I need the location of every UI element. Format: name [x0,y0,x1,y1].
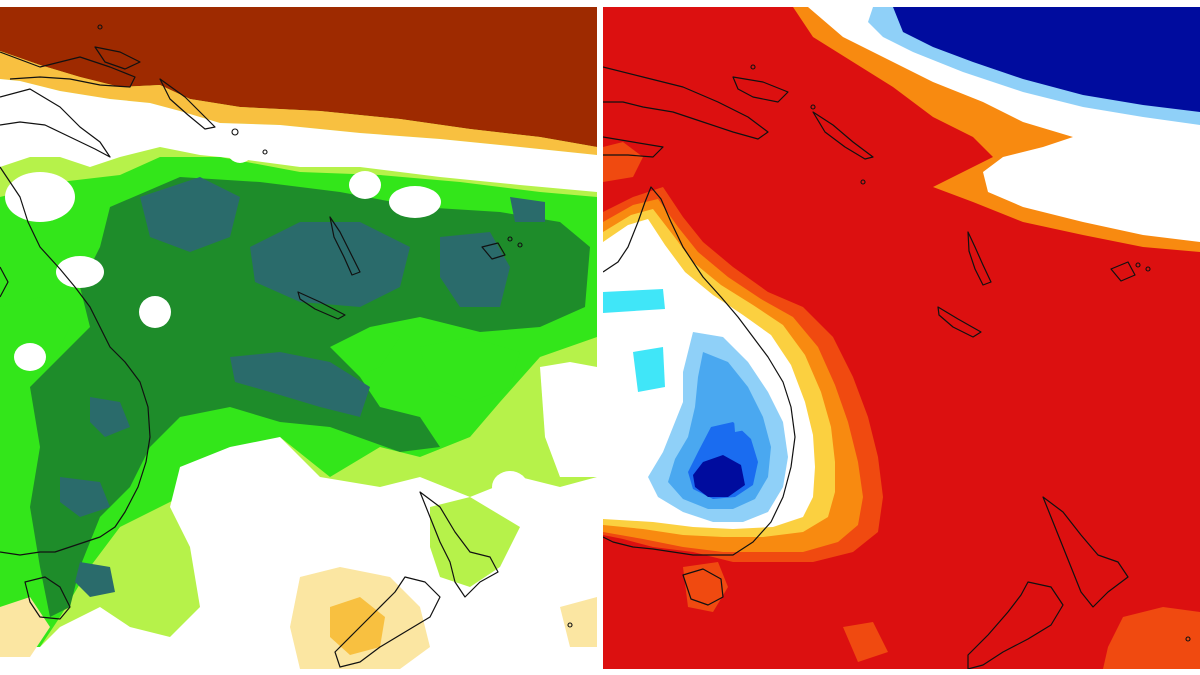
new-caledonia-coastline [297,291,346,320]
orange-region-tasmania [683,562,728,612]
island-marker [860,179,866,185]
island-marker [810,104,816,110]
dark-teal-region [90,397,130,437]
white-patch [139,296,171,328]
orange-patch [843,622,888,662]
vanuatu-coastline [329,216,361,276]
australia-coastline [603,186,796,556]
white-region-southeast [0,437,597,669]
dark-teal-region [510,197,545,222]
island-marker [262,149,268,155]
cyan-patch [603,289,665,313]
vanuatu-coastline [967,231,992,286]
island-marker [507,236,513,242]
white-patch [349,171,381,199]
island-marker [97,24,103,30]
new-zealand-south-island [334,576,441,668]
navy-region [893,7,1200,112]
new-zealand-north-island [419,491,499,598]
dark-teal-region [250,222,410,307]
orange-edge [0,51,597,155]
sky-blue-region [733,407,751,432]
solomon-islands-coastline [159,78,216,130]
right-map-svg [603,7,1200,669]
new-britain-coastline [732,76,789,103]
left-map-svg [0,7,597,669]
white-patch [389,186,441,218]
white-patch [56,256,104,288]
brown-band [0,7,597,147]
bright-green-region [420,337,520,402]
tasmania-coastline [682,568,724,606]
right-map-panel [603,7,1200,669]
white-band-top [0,79,597,192]
island-marker [231,128,239,136]
cyan-patch [633,347,665,392]
pale-yellow-region [560,597,597,647]
dark-teal-region [60,477,110,517]
white-region-east [540,362,597,477]
orange-strip-west [603,142,643,182]
island-marker [1185,636,1191,642]
australia-coastline [0,166,151,556]
white-patch [492,471,528,503]
new-britain-coastline [94,46,141,70]
left-map-panel [0,7,597,669]
dark-teal-region [140,177,240,252]
yellow-region [330,597,385,655]
white-patch [14,343,46,371]
tasmania-coastline [24,576,71,620]
dark-blue-region [693,455,745,497]
dark-teal-region [230,352,370,417]
white-patch [5,172,75,222]
new-guinea-north-coast [0,51,136,88]
fiji-coastline [481,242,506,260]
solomon-islands-coastline [812,111,874,160]
new-caledonia-coastline [937,306,982,338]
island-marker [750,64,756,70]
dark-teal-region [440,232,510,307]
pale-yellow-region [0,597,50,657]
australia-west-coast [0,266,9,298]
new-zealand-south-island [967,581,1064,669]
new-guinea-south-coast [603,136,664,158]
island-marker [567,622,573,628]
new-zealand-north-island [1042,496,1129,608]
orange-patch [1103,607,1200,669]
new-guinea-coastline [0,88,111,158]
new-guinea-coastline [603,66,769,140]
island-marker [1135,262,1141,268]
island-marker [517,242,523,248]
light-green-region [430,497,520,587]
dark-teal-region [75,562,115,597]
panel-divider [597,0,603,675]
white-patch [226,131,254,163]
island-marker [1145,266,1151,272]
fiji-coastline [1110,261,1136,282]
